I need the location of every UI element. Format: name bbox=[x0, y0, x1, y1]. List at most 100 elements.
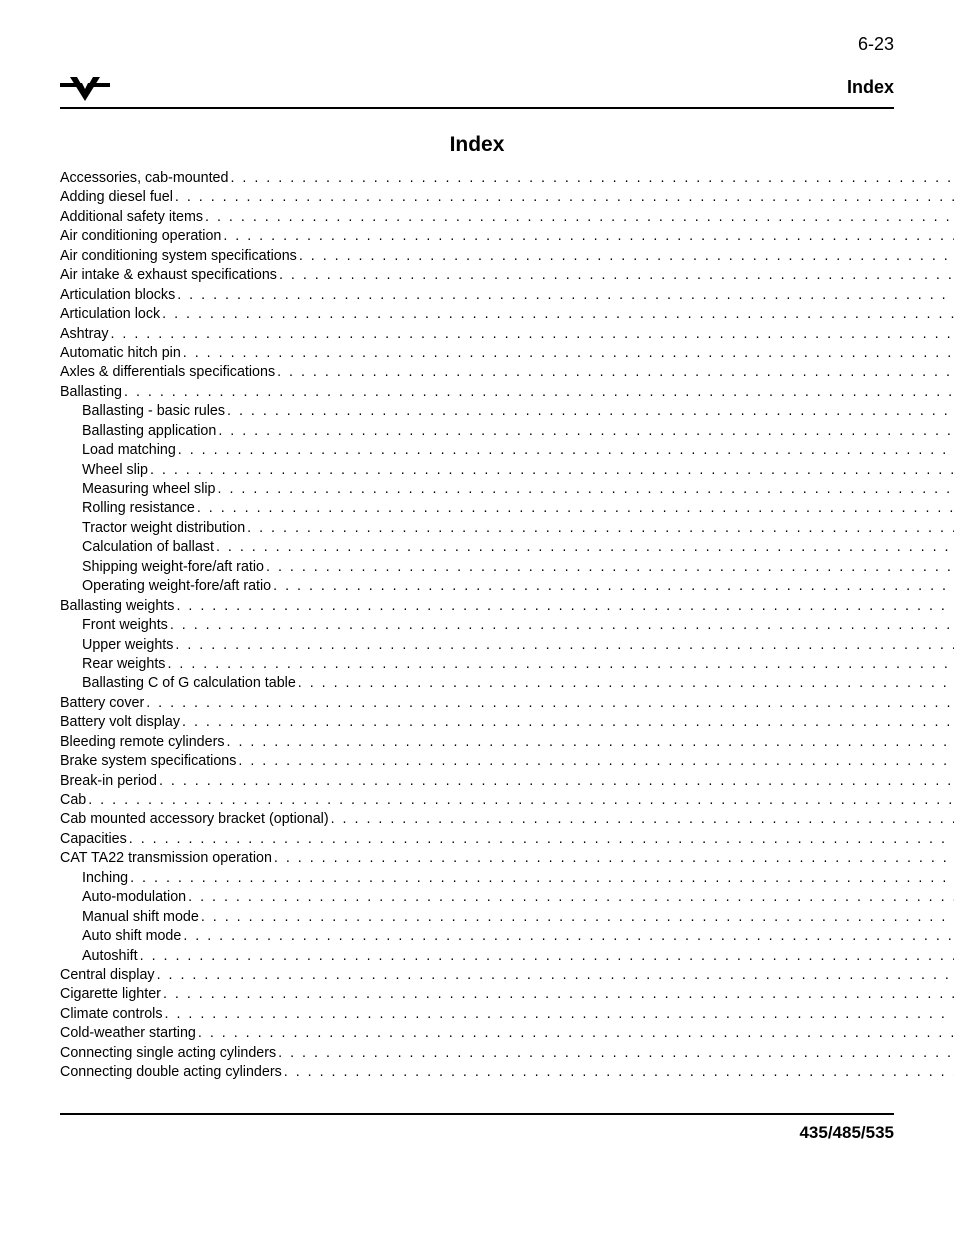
entry-label: Load matching bbox=[82, 441, 176, 460]
entry-label: CAT TA22 transmission operation bbox=[60, 849, 272, 868]
index-entry: Bleeding remote cylinders 3-79, 3-90 bbox=[60, 733, 954, 752]
entry-label: Front weights bbox=[82, 616, 168, 635]
leader-dots bbox=[163, 1005, 954, 1024]
entry-label: Wheel slip bbox=[82, 461, 148, 480]
entry-label: Cab bbox=[60, 791, 86, 810]
index-entry: Air conditioning system specifications6-… bbox=[60, 247, 954, 266]
index-entry: Measuring wheel slip3-99 bbox=[60, 480, 954, 499]
leader-dots bbox=[245, 519, 954, 538]
index-entry: Upper weights3-102 bbox=[60, 636, 954, 655]
index-entry: Load matching3-98 bbox=[60, 441, 954, 460]
leader-dots bbox=[180, 713, 954, 732]
entry-label: Central display bbox=[60, 966, 155, 985]
index-entry: Climate controls3-21 bbox=[60, 1005, 954, 1024]
index-entry: Brake system specifications6-12 bbox=[60, 752, 954, 771]
leader-dots bbox=[128, 869, 954, 888]
leader-dots bbox=[127, 830, 954, 849]
index-columns: Accessories, cab-mounted3-24Adding diese… bbox=[60, 169, 894, 1083]
leader-dots bbox=[176, 441, 954, 460]
leader-dots bbox=[173, 188, 954, 207]
index-entry: Ballasting C of G calculation table3-104 bbox=[60, 674, 954, 693]
entry-label: Ballasting - basic rules bbox=[82, 402, 225, 421]
entry-label: Rolling resistance bbox=[82, 499, 195, 518]
index-entry: Inching3-62 bbox=[60, 869, 954, 888]
leader-dots bbox=[282, 1063, 954, 1082]
leader-dots bbox=[186, 888, 954, 907]
entry-label: Air conditioning operation bbox=[60, 227, 221, 246]
index-entry: Tractor weight distribution3-100 bbox=[60, 519, 954, 538]
index-entry: Ballasting3-98 bbox=[60, 383, 954, 402]
index-entry: Capacities6-14 bbox=[60, 830, 954, 849]
index-entry: Auto-modulation3-63 bbox=[60, 888, 954, 907]
index-entry: Connecting single acting cylinders3-89 bbox=[60, 1044, 954, 1063]
leader-dots bbox=[144, 694, 954, 713]
entry-label: Articulation lock bbox=[60, 305, 160, 324]
entry-label: Connecting double acting cylinders bbox=[60, 1063, 282, 1082]
entry-label: Ballasting C of G calculation table bbox=[82, 674, 296, 693]
leader-dots bbox=[108, 325, 954, 344]
leader-dots bbox=[157, 772, 954, 791]
leader-dots bbox=[168, 616, 954, 635]
entry-label: Air intake & exhaust specifications bbox=[60, 266, 277, 285]
entry-label: Battery cover bbox=[60, 694, 144, 713]
leader-dots bbox=[329, 810, 954, 829]
index-entry: CAT TA22 transmission operation3-61 bbox=[60, 849, 954, 868]
leader-dots bbox=[122, 383, 954, 402]
entry-label: Ballasting application bbox=[82, 422, 216, 441]
leader-dots bbox=[275, 363, 954, 382]
entry-label: Upper weights bbox=[82, 636, 173, 655]
entry-label: Additional safety items bbox=[60, 208, 203, 227]
index-entry: Autoshift3-64 bbox=[60, 947, 954, 966]
leader-dots bbox=[271, 577, 954, 596]
index-entry: Cold-weather starting3-51 bbox=[60, 1024, 954, 1043]
entry-label: Climate controls bbox=[60, 1005, 163, 1024]
index-entry: Additional safety items1-16 bbox=[60, 208, 954, 227]
leader-dots bbox=[216, 480, 954, 499]
entry-label: Calculation of ballast bbox=[82, 538, 214, 557]
leader-dots bbox=[161, 985, 954, 1004]
entry-label: Cigarette lighter bbox=[60, 985, 161, 1004]
index-entry: Articulation lock 1-16 bbox=[60, 305, 954, 324]
index-entry: Wheel slip3-98 bbox=[60, 461, 954, 480]
leader-dots bbox=[225, 402, 954, 421]
entry-label: Manual shift mode bbox=[82, 908, 199, 927]
leader-dots bbox=[225, 733, 954, 752]
section-heading: Index bbox=[847, 77, 894, 98]
index-entry: Manual shift mode3-63 bbox=[60, 908, 954, 927]
entry-label: Inching bbox=[82, 869, 128, 888]
leader-dots bbox=[148, 461, 954, 480]
leader-dots bbox=[297, 247, 954, 266]
leader-dots bbox=[277, 266, 954, 285]
leader-dots bbox=[236, 752, 954, 771]
leader-dots bbox=[173, 636, 954, 655]
leader-dots bbox=[138, 947, 954, 966]
page: 6-23 Index Index Accessories, cab-mounte… bbox=[0, 0, 954, 1173]
entry-label: Air conditioning system specifications bbox=[60, 247, 297, 266]
entry-label: Battery volt display bbox=[60, 713, 180, 732]
index-entry: Accessories, cab-mounted3-24 bbox=[60, 169, 954, 188]
entry-label: Rear weights bbox=[82, 655, 165, 674]
entry-label: Autoshift bbox=[82, 947, 138, 966]
leader-dots bbox=[160, 305, 954, 324]
index-entry: Break-in period2-7 bbox=[60, 772, 954, 791]
entry-label: Automatic hitch pin bbox=[60, 344, 181, 363]
leader-dots bbox=[276, 1044, 954, 1063]
leader-dots bbox=[272, 849, 954, 868]
leader-dots bbox=[203, 208, 954, 227]
entry-label: Ballasting bbox=[60, 383, 122, 402]
index-entry: Calculation of ballast3-100 bbox=[60, 538, 954, 557]
left-column: Accessories, cab-mounted3-24Adding diese… bbox=[60, 169, 954, 1083]
leader-dots bbox=[221, 227, 954, 246]
index-entry: Battery cover2-6 bbox=[60, 694, 954, 713]
entry-label: Tractor weight distribution bbox=[82, 519, 245, 538]
leader-dots bbox=[228, 169, 954, 188]
index-entry: Rear weights3-103 bbox=[60, 655, 954, 674]
entry-label: Capacities bbox=[60, 830, 127, 849]
leader-dots bbox=[214, 538, 954, 557]
entry-label: Bleeding remote cylinders bbox=[60, 733, 225, 752]
entry-label: Operating weight-fore/aft ratio bbox=[82, 577, 271, 596]
entry-label: Cab mounted accessory bracket (optional) bbox=[60, 810, 329, 829]
index-entry: Auto shift mode3-63 bbox=[60, 927, 954, 946]
index-entry: Articulation blocks3-96 bbox=[60, 286, 954, 305]
leader-dots bbox=[174, 597, 954, 616]
